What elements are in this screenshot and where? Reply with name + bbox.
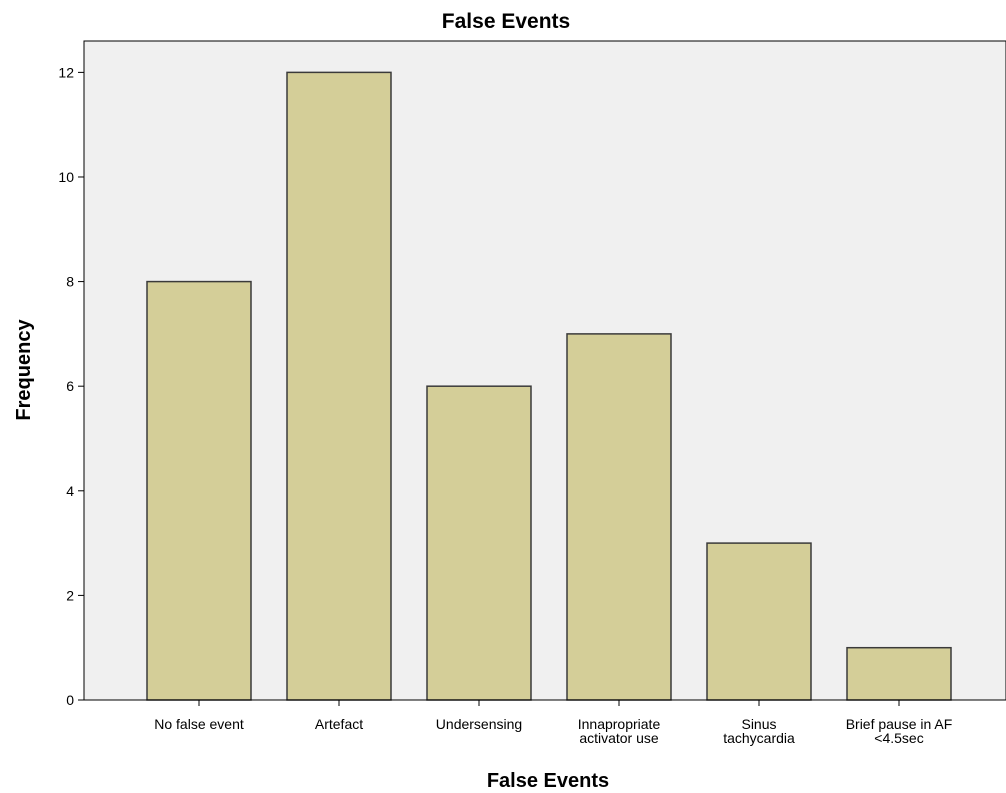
x-tick-label: Sinus tachycardia	[723, 716, 795, 746]
bar	[566, 333, 672, 701]
x-axis-title: False Events	[487, 770, 609, 792]
y-axis: 0 2 4 6 8 10 12	[58, 41, 85, 708]
x-axis: No false event Artefact Undersensing Innapr…	[84, 699, 1006, 746]
x-tick-label: Brief pause in AF <4.5sec	[846, 716, 953, 746]
x-tick-label: Undersensing	[436, 716, 522, 732]
y-tick-label: 4	[66, 483, 74, 499]
y-axis-title: Frequency	[13, 319, 35, 421]
y-tick-label: 10	[58, 169, 74, 185]
y-tick-label: 8	[66, 274, 74, 290]
x-tick-label: Artefact	[315, 716, 363, 732]
y-tick-label: 6	[66, 378, 74, 394]
bars-group	[146, 71, 952, 701]
bar	[146, 280, 252, 701]
bar	[706, 542, 812, 701]
bar	[426, 385, 532, 701]
chart-title: False Events	[442, 10, 570, 33]
y-tick-label: 2	[66, 587, 74, 603]
y-tick-label: 0	[66, 692, 74, 708]
x-tick-label: Innapropriate activator use	[578, 716, 661, 746]
y-tick-label: 12	[58, 64, 74, 80]
x-tick-label: No false event	[154, 716, 244, 732]
bar	[286, 71, 392, 701]
bar	[846, 646, 952, 701]
